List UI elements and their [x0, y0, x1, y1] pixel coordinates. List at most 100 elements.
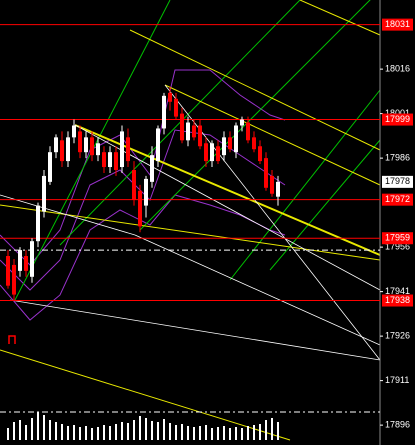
volume-bar: [265, 420, 267, 440]
candle-body: [216, 146, 220, 162]
volume-bar: [175, 425, 177, 440]
level-label: 17959: [385, 233, 410, 243]
volume-bar: [277, 422, 279, 440]
volume-bar: [211, 428, 213, 440]
trend-line: [134, 234, 381, 346]
candle-body: [18, 250, 22, 271]
volume-bar: [139, 416, 141, 440]
candle-body: [192, 125, 196, 138]
volume-bar: [43, 415, 45, 440]
candle-body: [264, 158, 268, 188]
candle-body: [186, 122, 190, 141]
volume-bar: [169, 423, 171, 440]
volume-bar: [121, 422, 123, 440]
y-tick-label: 17956: [385, 241, 410, 251]
trend-line: [0, 194, 136, 236]
volume-bar: [73, 425, 75, 440]
volume-bar: [181, 424, 183, 440]
volume-bar: [253, 425, 255, 440]
volume-bar: [271, 418, 273, 440]
volume-bar: [217, 427, 219, 440]
candle-body: [270, 175, 274, 194]
candle-body: [246, 122, 250, 141]
candle-body: [6, 256, 10, 286]
volume-bar: [127, 423, 129, 440]
candle-body: [42, 175, 46, 212]
candle-body: [84, 137, 88, 153]
fractal-marker: [8, 335, 16, 344]
volume-bar: [193, 427, 195, 440]
candle-body: [276, 181, 280, 197]
volume-bar: [241, 428, 243, 440]
candle-body: [258, 146, 262, 162]
volume-bar: [259, 424, 261, 440]
y-tick-label: 18016: [385, 63, 410, 73]
current-price-box: [382, 175, 413, 188]
volume-bar: [235, 427, 237, 440]
candle-body: [234, 125, 238, 153]
y-tick-label: 18001: [385, 108, 410, 118]
drawing-objects: [0, 0, 381, 441]
volume-bar: [79, 427, 81, 440]
volume-bar: [115, 424, 117, 440]
volume-bar: [223, 426, 225, 440]
volume-bar: [13, 422, 15, 440]
candle-body: [30, 241, 34, 277]
candle-body: [90, 137, 94, 156]
candle-body: [228, 137, 232, 150]
candle-body: [108, 152, 112, 168]
level-label-box: [382, 193, 413, 206]
volume-bar: [37, 412, 39, 440]
volume-bar: [229, 428, 231, 440]
volume-bar: [205, 425, 207, 440]
candle-body: [174, 98, 178, 117]
volume-bar: [163, 419, 165, 440]
volume-bar: [103, 425, 105, 440]
candle-body: [24, 256, 28, 271]
candle-body: [204, 143, 208, 162]
pitchfork-line: [164, 84, 381, 186]
level-label: 18031: [385, 19, 410, 29]
candle-body: [222, 137, 226, 156]
plot-area: 18016 18001 17986 17956 17941 17926 17911 17896…: [0, 18, 413, 440]
fan-line: [269, 139, 381, 271]
candle-body: [12, 264, 16, 295]
y-tick-label: 17896: [385, 419, 410, 429]
pitchfork-line: [0, 349, 291, 441]
volume-bar: [31, 418, 33, 440]
y-tick-label: 17986: [385, 152, 410, 162]
volume-bar: [49, 420, 51, 440]
candle-body: [126, 137, 130, 162]
volume-bar: [61, 424, 63, 440]
level-label: 17938: [385, 295, 410, 305]
volume-bar: [25, 425, 27, 440]
trend-line: [9, 299, 381, 361]
pitchfork-median: [74, 124, 381, 256]
fan-line: [229, 89, 381, 281]
candle-body: [240, 119, 244, 126]
candle-body: [120, 131, 124, 168]
volume-bar: [55, 422, 57, 440]
volume-bar: [67, 426, 69, 440]
candle-body: [96, 143, 100, 156]
candle-body: [252, 137, 256, 150]
candle-body: [144, 178, 148, 206]
volume-bar: [247, 426, 249, 440]
trend-lines: [0, 84, 381, 361]
candle-body: [48, 152, 52, 182]
volume-bar: [199, 426, 201, 440]
volume-bar: [151, 421, 153, 440]
y-tick-label: 17941: [385, 286, 410, 296]
candle-body: [114, 152, 118, 170]
volume-bar: [7, 428, 9, 440]
trend-line: [74, 124, 381, 291]
volume-bar: [85, 426, 87, 440]
volume-bar: [97, 427, 99, 440]
volume-bar: [109, 426, 111, 440]
y-tick-label: 17911: [385, 375, 409, 385]
candle-body: [210, 143, 214, 162]
candle-body: [102, 152, 106, 168]
level-label-box: [382, 294, 413, 307]
